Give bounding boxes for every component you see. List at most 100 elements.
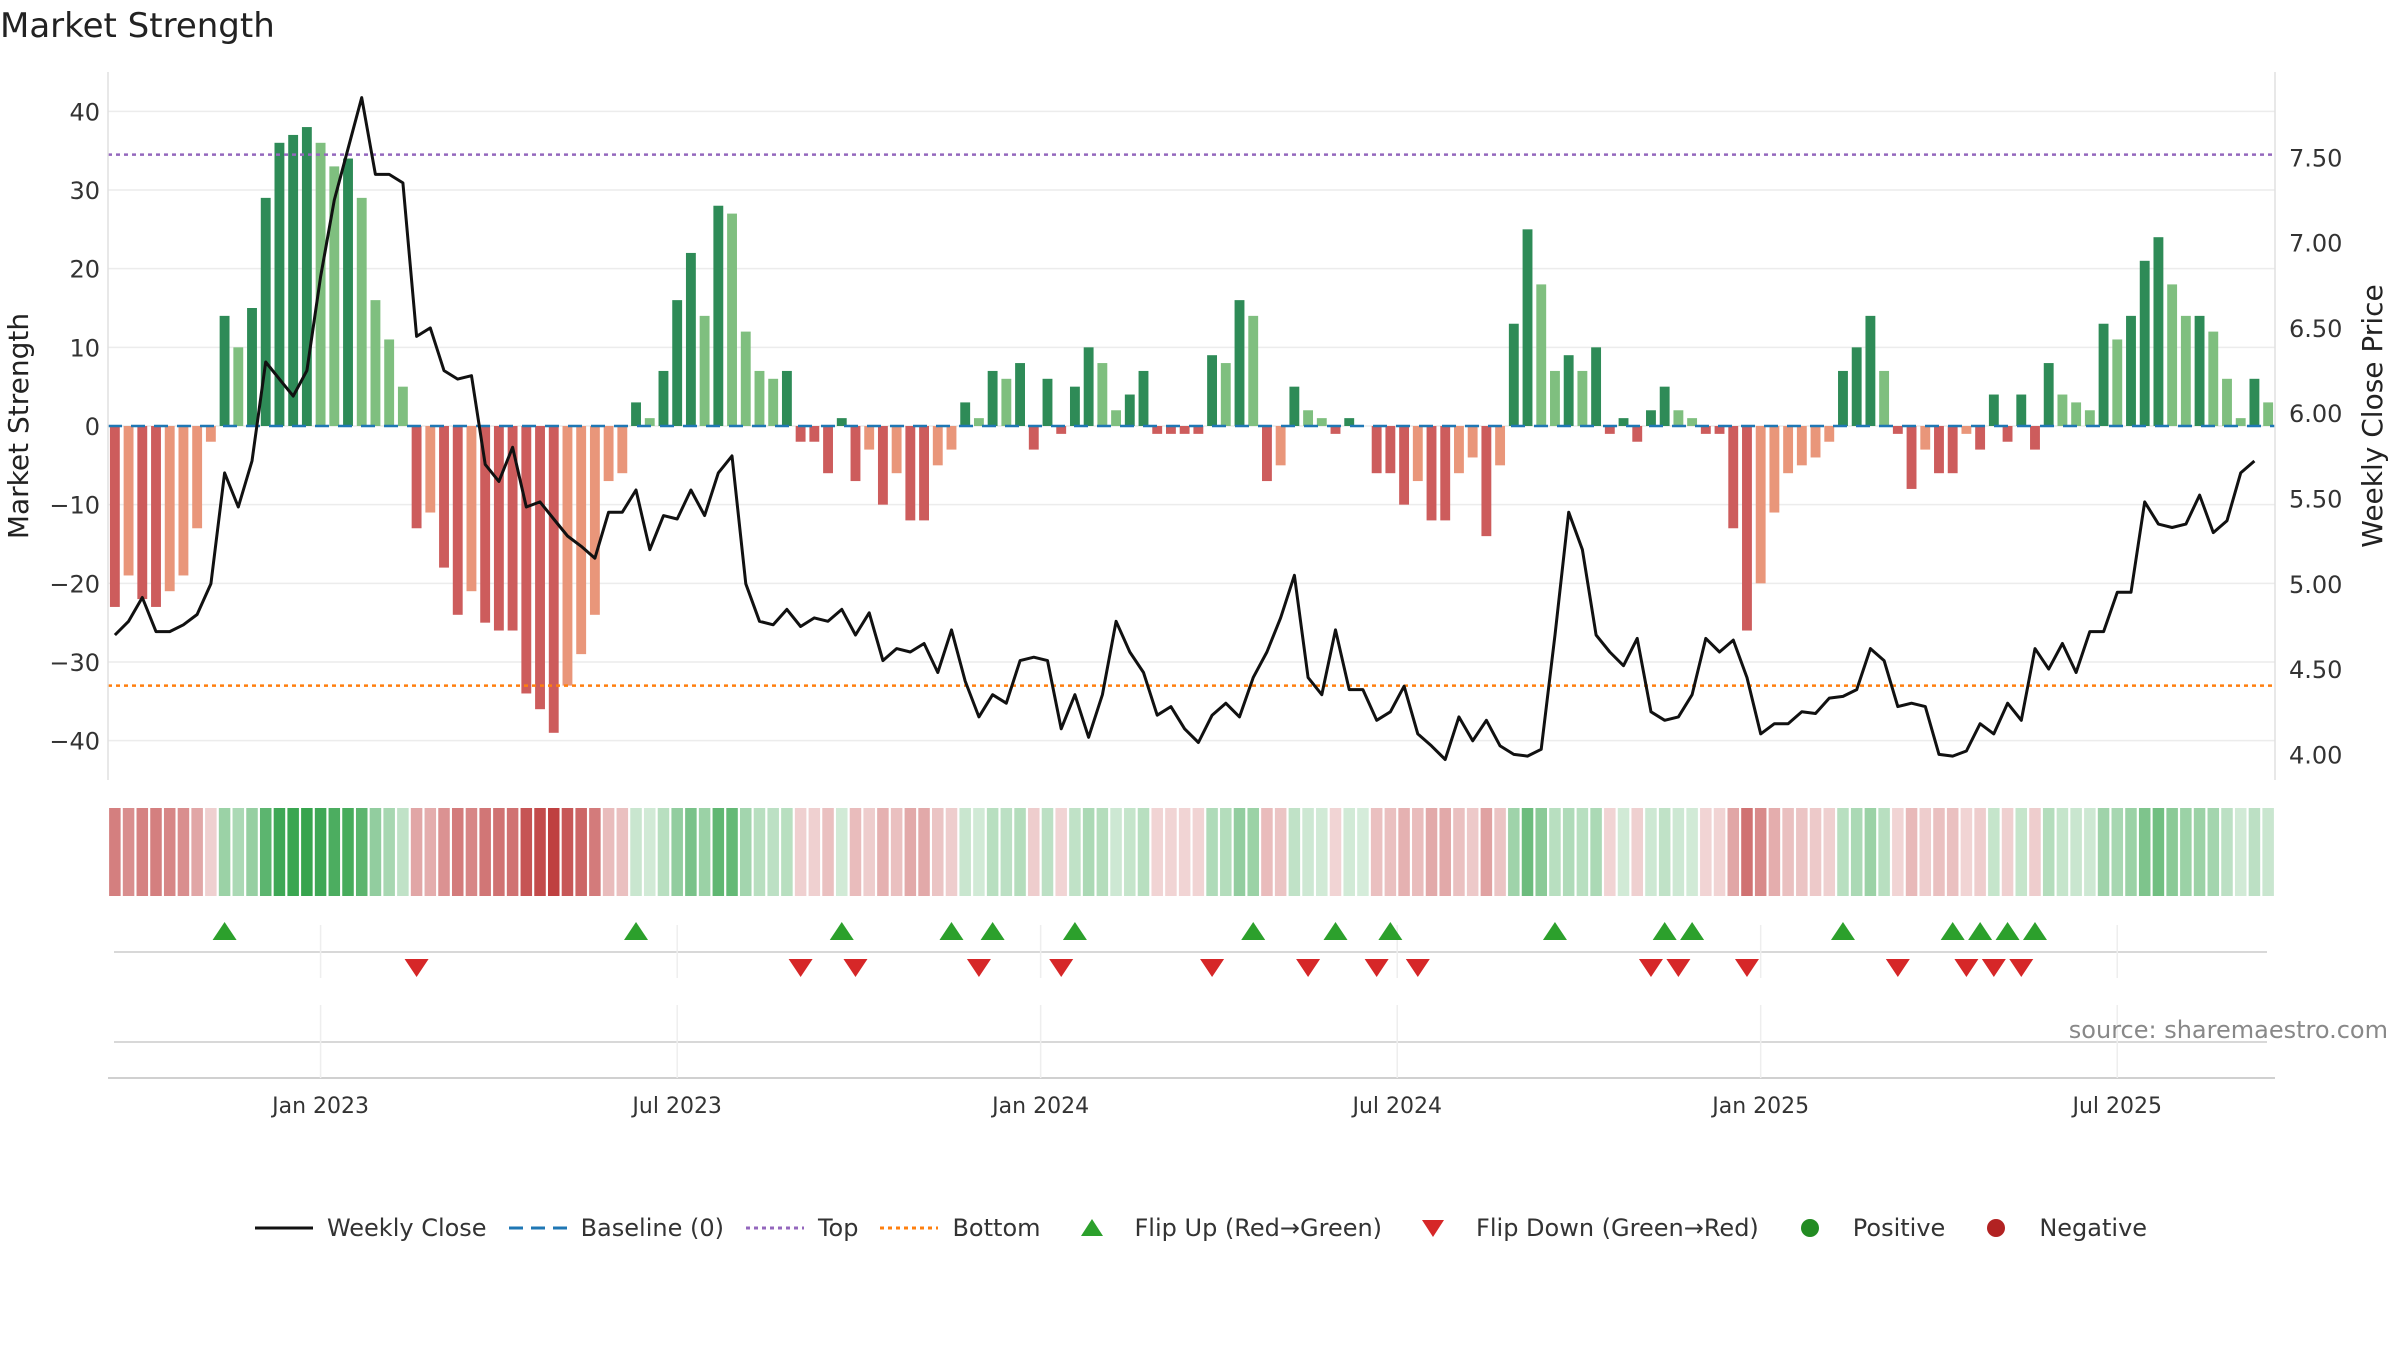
- strength-bar: [1097, 363, 1108, 426]
- heat-cell: [397, 808, 409, 896]
- strength-bar: [1618, 418, 1629, 426]
- heat-cell: [712, 808, 725, 896]
- flip-down-marker: [1981, 959, 2006, 977]
- strength-bar: [521, 426, 532, 694]
- strength-bar: [836, 418, 847, 426]
- strength-bar: [1522, 229, 1533, 426]
- heat-cell: [1878, 808, 1890, 896]
- strength-bar: [1179, 426, 1190, 434]
- y-right-tick-label: 6.00: [2289, 400, 2342, 428]
- heat-cell: [479, 808, 491, 896]
- heat-cell: [1645, 808, 1657, 896]
- heat-cell: [1741, 808, 1753, 896]
- strength-bar: [960, 402, 971, 426]
- heat-cell: [218, 808, 231, 896]
- heat-cell: [1343, 808, 1355, 896]
- heat-cell: [1946, 808, 1959, 896]
- y-left-tick-label: −10: [49, 492, 100, 520]
- legend-flip-up-label: Flip Up (Red→Green): [1134, 1214, 1383, 1242]
- heat-cell: [1919, 808, 1932, 896]
- heat-cell: [1370, 808, 1383, 896]
- flip-down-marker: [1200, 959, 1225, 977]
- strength-bar: [1042, 378, 1053, 426]
- strength-bar: [411, 426, 422, 529]
- heat-cell: [2138, 808, 2151, 896]
- flip-up-marker: [624, 922, 649, 940]
- strength-bar: [1193, 426, 1204, 434]
- heat-cell: [808, 808, 821, 896]
- heat-cell: [1631, 808, 1644, 896]
- heat-cell: [1672, 808, 1685, 896]
- heat-cell: [986, 808, 999, 896]
- strength-bar: [1550, 370, 1560, 426]
- heat-cell: [1837, 808, 1849, 896]
- heat-cell: [877, 808, 889, 896]
- strength-bar: [493, 426, 504, 631]
- strength-bar: [1659, 386, 1670, 426]
- strength-bar: [795, 426, 806, 442]
- strength-bar: [2208, 331, 2219, 426]
- y-left-tick-label: −20: [49, 570, 100, 598]
- strength-bar: [1056, 426, 1067, 434]
- strength-bar: [535, 426, 545, 710]
- heat-cell: [465, 808, 478, 896]
- heat-cell: [2042, 808, 2055, 896]
- strength-bar: [2071, 402, 2082, 426]
- heat-cell: [2262, 808, 2274, 896]
- x-tick-label: Jul 2023: [630, 1094, 722, 1119]
- strength-bar: [1399, 426, 1410, 505]
- heat-cell: [2152, 808, 2165, 896]
- flip-up-marker: [1995, 922, 2020, 940]
- strength-bar: [233, 347, 244, 426]
- strength-bar: [1385, 426, 1396, 474]
- strength-bar: [809, 426, 820, 442]
- strength-bar: [658, 370, 669, 426]
- y-left-tick-label: 10: [69, 334, 100, 362]
- strength-bar: [754, 370, 765, 426]
- heat-cell: [602, 808, 615, 896]
- heat-cell: [1357, 808, 1369, 896]
- strength-bar: [631, 402, 641, 426]
- strength-bar: [1303, 410, 1314, 426]
- y-left-tick-label: −40: [49, 728, 100, 756]
- y-left-tick-label: 0: [85, 413, 100, 441]
- y-right-tick-label: 6.50: [2289, 315, 2342, 343]
- strength-bar: [1796, 426, 1807, 466]
- strength-bar: [2139, 260, 2150, 426]
- strength-bar: [1261, 426, 1272, 482]
- price-line-layer: [113, 96, 2256, 761]
- flip-up-marker: [829, 922, 854, 940]
- flip-down-marker: [404, 959, 429, 977]
- heat-cell: [2097, 808, 2110, 896]
- heat-cell: [1261, 808, 1273, 896]
- strength-bar: [2153, 237, 2164, 426]
- weekly-close-swatch-icon: [254, 1226, 313, 1230]
- heat-cell: [1302, 808, 1314, 896]
- strength-bar: [205, 426, 216, 442]
- heat-cell: [1041, 808, 1054, 896]
- heat-cell: [1453, 808, 1465, 896]
- strength-bar: [1344, 418, 1355, 426]
- strength-bar: [905, 426, 916, 521]
- heat-cell: [1508, 808, 1520, 896]
- heat-cell: [438, 808, 450, 896]
- legend: Weekly Close Baseline (0) Top Bottom Fli…: [0, 1208, 2400, 1248]
- heat-cell: [1412, 808, 1424, 896]
- bottom-swatch-icon: [880, 1226, 939, 1230]
- flip-down-marker: [843, 959, 868, 977]
- heat-cell: [1796, 808, 1808, 896]
- y-left-tick-label: −30: [49, 649, 100, 677]
- flip-down-marker: [788, 959, 813, 977]
- heat-cell: [1014, 808, 1026, 896]
- strength-bar: [1714, 426, 1725, 434]
- y-right-tick-label: 5.00: [2289, 571, 2342, 599]
- strength-bar: [1892, 426, 1903, 434]
- strength-bar: [1220, 363, 1231, 426]
- heat-cell: [1590, 808, 1602, 896]
- strength-bar: [1467, 426, 1478, 458]
- heat-cell: [2001, 808, 2014, 896]
- heat-cell: [342, 808, 354, 896]
- strength-bar: [2030, 426, 2040, 450]
- strength-bar: [2180, 315, 2191, 426]
